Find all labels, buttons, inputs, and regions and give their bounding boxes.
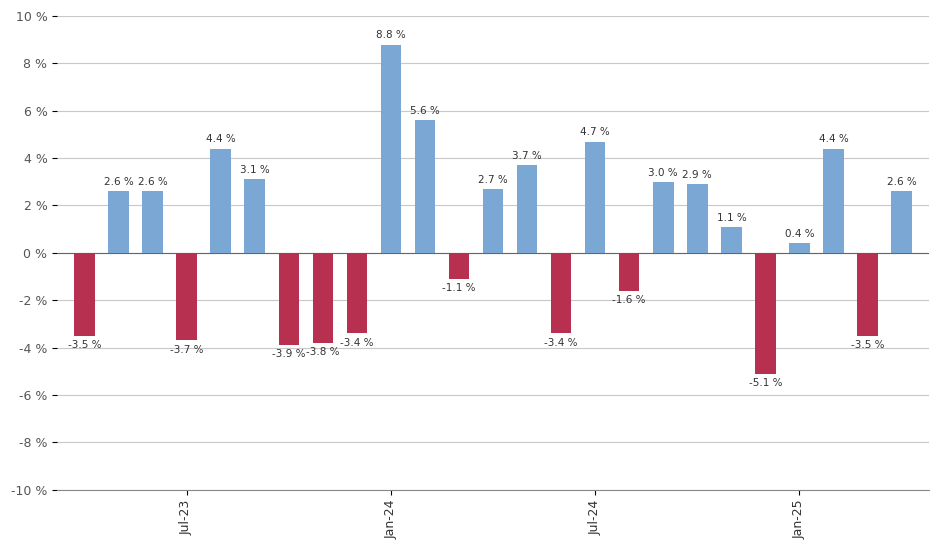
Text: -3.5 %: -3.5 % bbox=[68, 340, 102, 350]
Bar bbox=[585, 141, 605, 253]
Text: 2.6 %: 2.6 % bbox=[103, 177, 133, 187]
Bar bbox=[823, 148, 844, 253]
Bar bbox=[790, 243, 809, 253]
Text: -3.4 %: -3.4 % bbox=[544, 338, 578, 348]
Bar bbox=[891, 191, 912, 253]
Bar bbox=[517, 165, 538, 253]
Bar bbox=[347, 253, 367, 333]
Text: 3.1 %: 3.1 % bbox=[240, 165, 270, 175]
Text: -3.5 %: -3.5 % bbox=[851, 340, 885, 350]
Bar bbox=[448, 253, 469, 279]
Bar bbox=[415, 120, 435, 253]
Text: -1.1 %: -1.1 % bbox=[442, 283, 476, 293]
Bar bbox=[381, 45, 401, 253]
Bar bbox=[653, 182, 674, 253]
Text: 4.7 %: 4.7 % bbox=[580, 127, 610, 138]
Text: -5.1 %: -5.1 % bbox=[748, 378, 782, 388]
Text: 0.4 %: 0.4 % bbox=[785, 229, 814, 239]
Text: 3.7 %: 3.7 % bbox=[512, 151, 542, 161]
Text: -1.6 %: -1.6 % bbox=[613, 295, 646, 305]
Bar bbox=[142, 191, 163, 253]
Text: -3.9 %: -3.9 % bbox=[272, 349, 306, 359]
Text: -3.7 %: -3.7 % bbox=[170, 345, 203, 355]
Bar bbox=[483, 189, 503, 253]
Bar bbox=[721, 227, 742, 253]
Text: 3.0 %: 3.0 % bbox=[649, 168, 678, 178]
Text: 8.8 %: 8.8 % bbox=[376, 30, 406, 40]
Text: 4.4 %: 4.4 % bbox=[819, 134, 849, 145]
Bar bbox=[857, 253, 878, 336]
Bar bbox=[244, 179, 265, 253]
Bar bbox=[74, 253, 95, 336]
Bar bbox=[177, 253, 196, 340]
Bar bbox=[619, 253, 639, 291]
Text: 4.4 %: 4.4 % bbox=[206, 134, 236, 145]
Bar bbox=[551, 253, 572, 333]
Bar bbox=[687, 184, 708, 253]
Bar bbox=[211, 148, 231, 253]
Bar bbox=[278, 253, 299, 345]
Text: 2.6 %: 2.6 % bbox=[137, 177, 167, 187]
Bar bbox=[755, 253, 776, 373]
Text: 2.6 %: 2.6 % bbox=[886, 177, 916, 187]
Bar bbox=[108, 191, 129, 253]
Text: 2.9 %: 2.9 % bbox=[682, 170, 713, 180]
Text: -3.4 %: -3.4 % bbox=[340, 338, 373, 348]
Bar bbox=[313, 253, 333, 343]
Text: -3.8 %: -3.8 % bbox=[306, 347, 339, 357]
Text: 5.6 %: 5.6 % bbox=[410, 106, 440, 116]
Text: 1.1 %: 1.1 % bbox=[716, 212, 746, 223]
Text: 2.7 %: 2.7 % bbox=[478, 175, 508, 185]
